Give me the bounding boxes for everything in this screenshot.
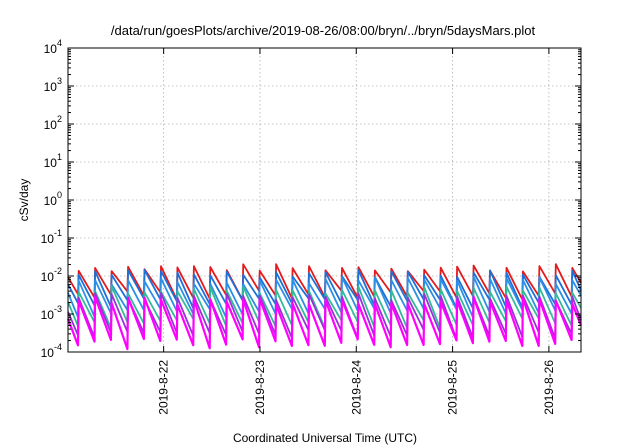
y-tick-label: 10-4 [41,342,62,360]
y-tick-label: 104 [44,38,62,56]
y-axis: 10-4 10-3 10-2 10-1 100 101 102 103 104 [41,38,581,360]
x-tick-label: 2019-8-22 [157,360,171,415]
x-tick-label: 2019-8-25 [446,360,460,415]
y-tick-label: 103 [44,76,62,94]
chart-title: /data/run/goesPlots/archive/2019-08-26/0… [111,23,536,38]
x-axis: 2019-8-22 2019-8-23 2019-8-24 2019-8-25 2019… [157,48,556,415]
y-tick-label: 10-1 [41,228,62,246]
x-tick-label: 2019-8-23 [253,360,267,415]
series-line [66,295,583,351]
y-tick-label: 10-3 [41,304,62,322]
y-tick-label: 102 [44,114,62,132]
x-tick-label: 2019-8-26 [542,360,556,415]
x-axis-label: Coordinated Universal Time (UTC) [233,431,417,445]
series-group [66,263,583,351]
x-tick-label: 2019-8-24 [349,360,363,415]
y-axis-label: cSv/day [17,179,31,222]
y-tick-label: 101 [44,152,62,170]
y-tick-label: 10-2 [41,266,62,284]
y-tick-label: 100 [44,190,62,208]
